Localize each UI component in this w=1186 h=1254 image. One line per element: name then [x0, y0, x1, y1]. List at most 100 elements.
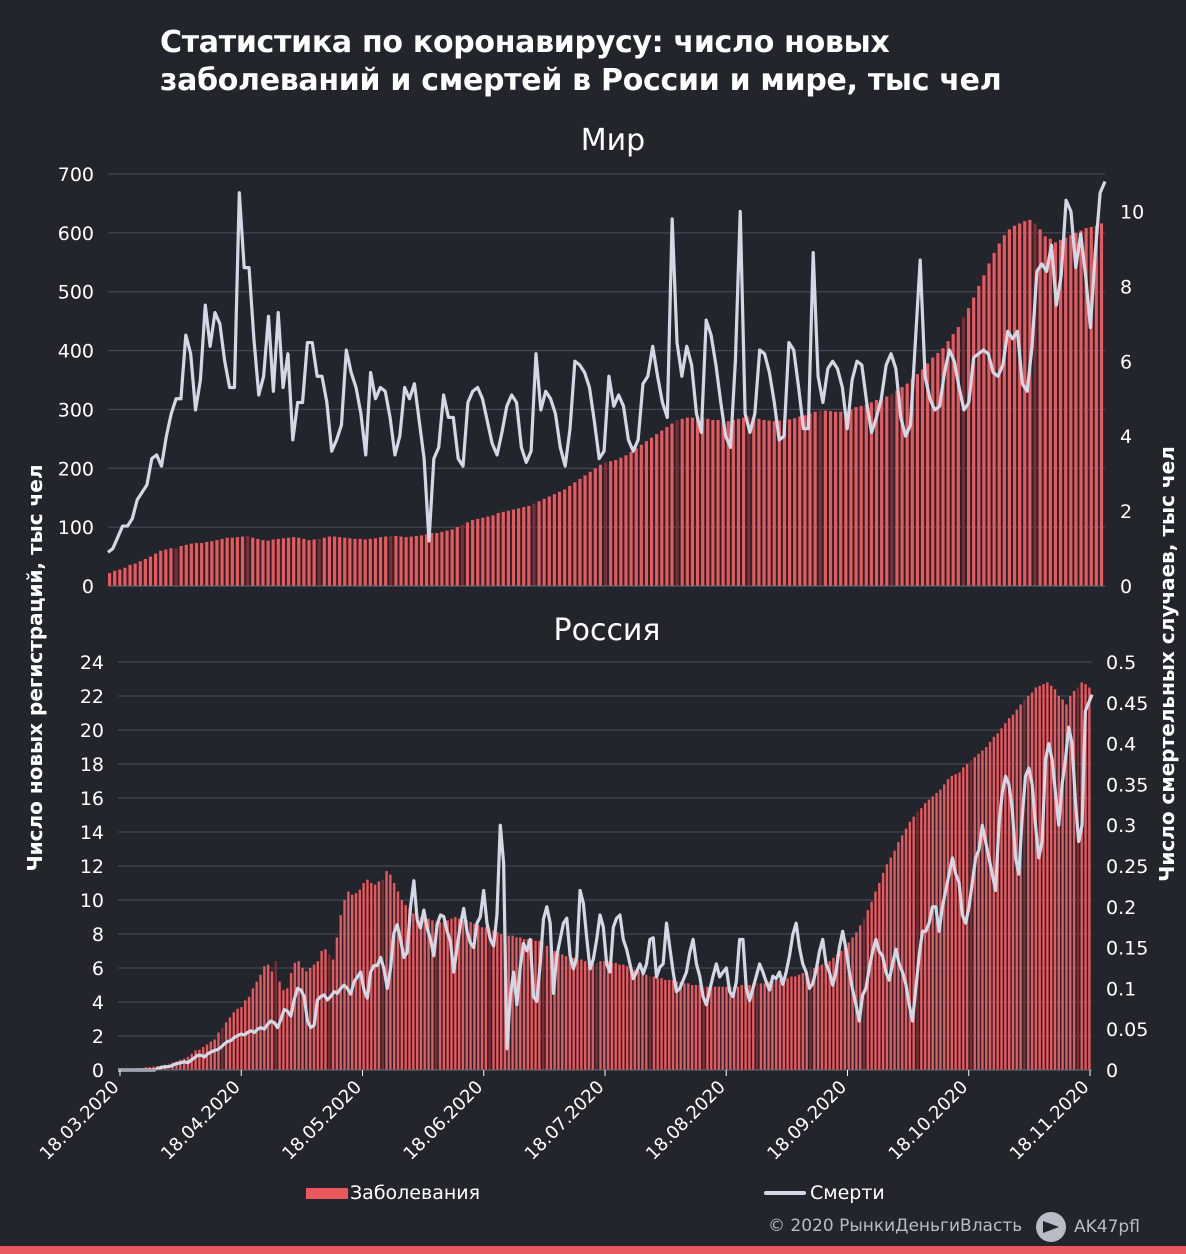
- case-bar: [809, 969, 812, 1070]
- case-bar: [545, 945, 549, 1070]
- case-bar: [854, 407, 858, 586]
- case-bar: [721, 420, 725, 586]
- case-bar: [782, 420, 787, 586]
- y-right-tick: 0.05: [1106, 1019, 1148, 1041]
- case-bar: [668, 979, 671, 1070]
- case-bar: [240, 536, 245, 586]
- case-bar: [997, 243, 1001, 586]
- y-axis-left-label: Число новых регистраций, тыс чел: [23, 464, 47, 871]
- case-bar: [679, 981, 682, 1070]
- case-bar: [839, 411, 843, 586]
- case-bar: [946, 779, 950, 1070]
- case-bar: [946, 341, 950, 586]
- case-bar: [266, 540, 270, 586]
- x-tick-label: 18.05.2020: [278, 1077, 366, 1165]
- case-bar: [644, 441, 649, 586]
- case-bar: [230, 537, 234, 586]
- case-bar: [430, 533, 434, 586]
- case-bar: [202, 1047, 205, 1070]
- case-bar: [293, 962, 297, 1070]
- case-bar: [471, 520, 475, 586]
- case-bar: [763, 983, 766, 1070]
- case-bar: [302, 538, 306, 586]
- case-bar: [736, 418, 741, 586]
- case-bar: [954, 774, 957, 1070]
- y-right-tick: 0.5: [1106, 652, 1136, 674]
- case-bar: [843, 947, 847, 1070]
- case-bar: [455, 527, 459, 586]
- case-bar: [251, 988, 255, 1070]
- case-bar: [828, 961, 831, 1070]
- case-bar: [836, 954, 839, 1070]
- copyright: © 2020 РынкиДеньгиВласть: [768, 1216, 1023, 1236]
- deaths-line: [107, 180, 1107, 554]
- case-bar: [1043, 236, 1047, 586]
- case-bar: [339, 915, 342, 1070]
- y-right-tick: 0: [1106, 1060, 1118, 1082]
- case-bar: [1072, 690, 1076, 1070]
- case-bar: [706, 986, 709, 1070]
- case-bar: [747, 416, 751, 586]
- case-bar: [414, 535, 418, 586]
- case-bar: [687, 983, 690, 1070]
- case-bar: [943, 784, 946, 1070]
- y-left-tick: 18: [80, 754, 104, 776]
- case-bar: [384, 536, 388, 586]
- case-bar: [711, 420, 715, 586]
- case-bar: [501, 511, 505, 586]
- case-bar: [844, 410, 848, 586]
- y-right-tick: 6: [1120, 351, 1132, 373]
- case-bar: [152, 1066, 155, 1070]
- telegram-credit[interactable]: AK47pfl: [1036, 1212, 1140, 1242]
- case-bar: [542, 498, 546, 586]
- case-bar: [580, 959, 583, 1070]
- case-bar: [652, 976, 656, 1070]
- case-bar: [431, 920, 434, 1070]
- case-bar: [209, 1041, 213, 1070]
- case-bar: [154, 553, 158, 586]
- case-bar: [148, 556, 153, 586]
- case-bar: [716, 420, 720, 586]
- case-bar: [368, 538, 372, 586]
- case-bar: [622, 964, 625, 1070]
- case-bar: [332, 536, 337, 586]
- y-right-tick: 0.1: [1106, 978, 1136, 1000]
- case-bar: [347, 891, 350, 1070]
- y-right-tick: 0.25: [1106, 856, 1148, 878]
- case-bar: [534, 940, 537, 1070]
- case-bar: [409, 536, 413, 586]
- case-bar: [1038, 685, 1041, 1070]
- case-bar: [706, 418, 710, 586]
- case-bar: [499, 934, 503, 1070]
- case-bar: [634, 448, 638, 586]
- case-bar: [741, 417, 746, 586]
- case-bar: [322, 537, 326, 586]
- case-bar: [588, 471, 592, 586]
- case-bar: [282, 990, 285, 1070]
- bottom-accent-bar: [0, 1246, 1186, 1254]
- case-bar: [777, 420, 781, 586]
- case-bar: [491, 515, 495, 586]
- y-right-tick: 4: [1120, 426, 1132, 448]
- case-bar: [828, 411, 833, 586]
- y-left-tick: 0: [82, 576, 94, 598]
- case-bar: [568, 957, 572, 1070]
- case-bar: [289, 973, 293, 1070]
- y-right-tick: 2: [1120, 501, 1132, 523]
- case-bar: [849, 409, 853, 586]
- case-bar: [981, 750, 984, 1070]
- case-bar: [348, 538, 352, 586]
- case-bar: [1007, 718, 1011, 1070]
- case-bar: [606, 961, 610, 1070]
- case-bar: [184, 544, 188, 586]
- case-bar: [1023, 221, 1027, 586]
- y-right-tick: 0.35: [1106, 774, 1148, 796]
- case-bar: [767, 420, 771, 586]
- legend-deaths-label: Смерти: [810, 1182, 885, 1204]
- case-bar: [694, 985, 698, 1070]
- case-bar: [690, 417, 695, 586]
- legend-cases-label: Заболевания: [350, 1182, 481, 1204]
- case-bar: [517, 508, 521, 586]
- case-bar: [1079, 230, 1083, 586]
